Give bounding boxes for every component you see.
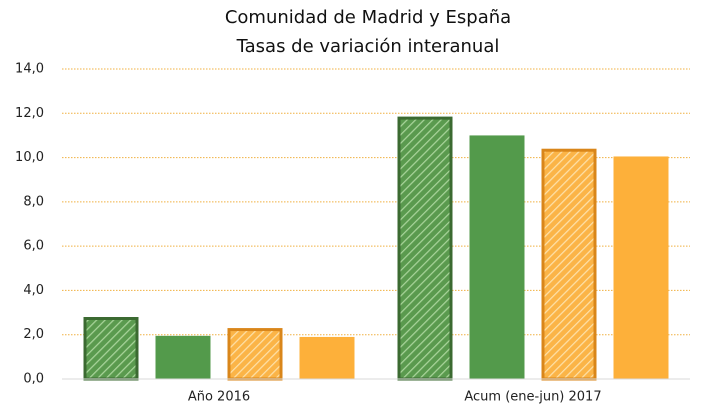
bar: [613, 156, 669, 379]
y-tick-label: 10,0: [15, 150, 44, 165]
bar: [397, 116, 453, 381]
subtitle: Comunidad de Madrid y España: [225, 7, 511, 28]
y-tick-label: 8,0: [23, 194, 44, 209]
y-tick-label: 2,0: [23, 327, 44, 342]
y-tick-label: 14,0: [15, 62, 44, 77]
bar: [541, 148, 597, 381]
y-tick-label: 12,0: [15, 106, 44, 121]
y-tick-label: 0,0: [23, 372, 44, 387]
subtitle: Tasas de variación interanual: [236, 36, 500, 57]
bar: [469, 135, 525, 379]
bar: [83, 317, 139, 381]
bar: [155, 335, 211, 379]
y-tick-label: 6,0: [23, 239, 44, 254]
x-tick-label: Acum (ene-jun) 2017: [464, 390, 601, 405]
y-tick-label: 4,0: [23, 283, 44, 298]
x-tick-label: Año 2016: [188, 390, 250, 405]
bar: [299, 336, 355, 379]
bar: [227, 328, 283, 381]
